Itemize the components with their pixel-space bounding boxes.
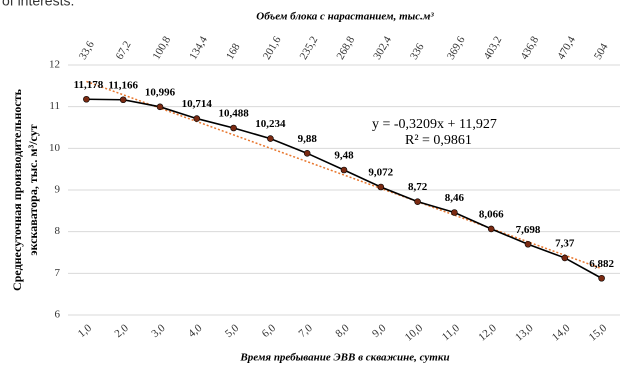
y-tick-label: 11 — [49, 100, 60, 112]
data-point — [377, 183, 385, 191]
top-axis-title: Объем блока с нарастанием, тыс.м³ — [256, 11, 434, 23]
top-tick-label: 302,4 — [371, 34, 394, 62]
y-tick-label: 10 — [49, 142, 61, 154]
top-tick-label: 168 — [224, 41, 243, 62]
value-label: 10,488 — [218, 108, 249, 120]
data-point — [303, 150, 311, 157]
value-label: 7,698 — [516, 224, 541, 236]
x-tick-label: 4,0 — [186, 322, 205, 340]
top-tick-label: 470,4 — [555, 34, 578, 62]
value-label: 8,066 — [479, 208, 504, 220]
x-axis-title: Время пребывание ЭВВ в скважине, сутки — [239, 352, 449, 364]
top-tick-label: 369,6 — [445, 34, 468, 62]
top-tick-label: 268,8 — [334, 34, 357, 62]
top-tick-label: 67,2 — [114, 39, 134, 62]
x-tick-label: 8,0 — [333, 322, 352, 340]
data-point — [230, 124, 237, 132]
value-label: 9,072 — [368, 167, 393, 179]
value-label: 9,48 — [334, 150, 354, 162]
data-point — [156, 103, 164, 111]
y-tick-label: 9 — [55, 184, 61, 196]
value-label: 8,46 — [445, 192, 465, 204]
top-tick-label: 336 — [408, 41, 427, 62]
trend-equation: y = -0,3209x + 11,927 — [372, 117, 497, 132]
data-point — [487, 225, 495, 233]
value-label: 9,88 — [298, 133, 318, 145]
value-label: 10,714 — [182, 98, 213, 110]
top-tick-label: 436,8 — [518, 34, 541, 62]
top-tick-label: 100,8 — [150, 34, 173, 62]
trend-r2: R² = 0,9861 — [405, 133, 472, 148]
y-axis-title: экскаватора, тыс. м³/сут — [26, 124, 40, 255]
x-tick-label: 13,0 — [513, 322, 536, 344]
data-point — [451, 209, 458, 216]
value-label: 7,37 — [555, 237, 575, 249]
x-tick-label: 2,0 — [113, 322, 132, 340]
data-point — [414, 198, 421, 205]
y-tick-label: 12 — [49, 59, 60, 71]
data-point — [598, 274, 605, 282]
y-tick-label: 8 — [55, 225, 61, 237]
top-tick-label: 33,6 — [77, 39, 97, 62]
value-label: 10,234 — [255, 118, 286, 130]
x-tick-label: 5,0 — [223, 322, 242, 340]
x-tick-label: 1,0 — [76, 322, 95, 340]
data-point — [119, 96, 127, 104]
y-tick-label: 7 — [55, 267, 61, 279]
y-tick-label: 6 — [55, 309, 61, 321]
x-tick-label: 11,0 — [440, 322, 463, 344]
top-tick-label: 403,2 — [482, 34, 505, 61]
data-point — [340, 166, 348, 174]
series-line — [86, 98, 602, 279]
top-tick-label: 134,4 — [187, 34, 210, 62]
x-tick-label: 10,0 — [403, 322, 426, 344]
top-tick-label: 235,2 — [298, 34, 321, 61]
x-tick-label: 15,0 — [587, 322, 610, 344]
data-point — [561, 254, 569, 262]
data-point — [193, 115, 201, 122]
x-tick-label: 7,0 — [297, 322, 316, 340]
x-tick-label: 9,0 — [370, 322, 389, 340]
top-tick-label: 504 — [592, 41, 611, 62]
top-tick-label: 201,6 — [261, 34, 284, 62]
x-tick-label: 14,0 — [550, 322, 573, 344]
data-point — [524, 240, 532, 248]
value-label: 11,178 — [74, 79, 104, 91]
value-label: 8,72 — [408, 181, 428, 193]
value-label: 6,882 — [589, 258, 614, 270]
caption-fragment: of interests. — [2, 0, 74, 9]
value-label: 11,166 — [108, 79, 138, 91]
y-axis-title: Среднесуточная производительность — [10, 88, 24, 291]
x-tick-label: 3,0 — [149, 322, 168, 340]
trendline — [86, 80, 602, 270]
x-tick-label: 12,0 — [476, 322, 499, 344]
data-point — [267, 135, 274, 142]
x-tick-label: 6,0 — [260, 322, 279, 340]
value-label: 10,996 — [145, 86, 176, 98]
data-point — [83, 95, 90, 103]
